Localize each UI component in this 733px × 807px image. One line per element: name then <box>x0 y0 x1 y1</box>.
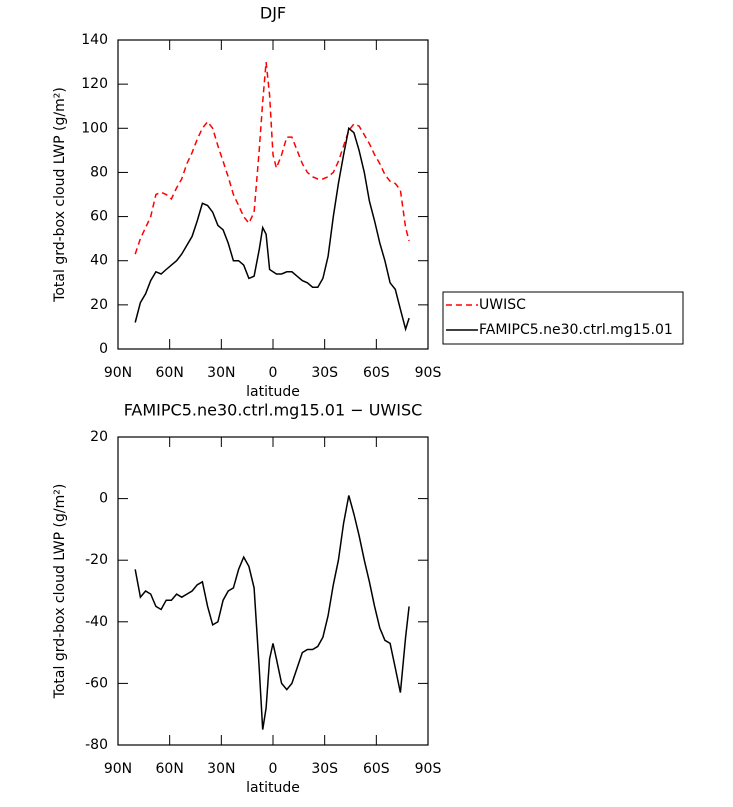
y-tick-label: 20 <box>90 297 108 313</box>
y-tick-label: -60 <box>85 675 108 691</box>
plot-frame <box>117 436 429 746</box>
plot-frame <box>117 39 429 350</box>
series-line <box>134 62 410 255</box>
y-axis-label: Total grd-box cloud LWP (g/m²) <box>52 87 68 303</box>
legend-box <box>442 291 684 345</box>
x-tick-label: 0 <box>269 365 278 381</box>
y-tick-label: -80 <box>85 737 108 753</box>
x-tick-label: 90S <box>415 365 442 381</box>
x-tick-label: 60N <box>156 365 184 381</box>
y-tick-label: 20 <box>90 429 108 445</box>
y-tick-label: 140 <box>81 32 108 48</box>
series-line <box>134 495 410 730</box>
x-tick-label: 0 <box>269 761 278 777</box>
x-tick-label: 90S <box>415 761 442 777</box>
x-tick-label: 30N <box>207 365 235 381</box>
legend-label: UWISC <box>479 297 526 313</box>
y-tick-label: 0 <box>99 491 108 507</box>
series-line <box>134 126 410 332</box>
x-tick-label: 30S <box>311 761 338 777</box>
x-tick-label: 30N <box>207 761 235 777</box>
chart-title: DJF <box>260 4 286 23</box>
x-axis-label: latitude <box>246 780 300 796</box>
y-axis-label: Total grd-box cloud LWP (g/m²) <box>52 484 68 700</box>
x-axis-label: latitude <box>246 384 300 400</box>
y-tick-label: 0 <box>99 341 108 357</box>
x-tick-label: 60S <box>363 761 390 777</box>
y-tick-label: -40 <box>85 614 108 630</box>
x-tick-label: 60S <box>363 365 390 381</box>
x-tick-label: 30S <box>311 365 338 381</box>
x-tick-label: 90N <box>104 365 132 381</box>
x-tick-label: 90N <box>104 761 132 777</box>
x-tick-label: 60N <box>156 761 184 777</box>
chart-title: FAMIPC5.ne30.ctrl.mg15.01 − UWISC <box>124 401 423 420</box>
legend-label: FAMIPC5.ne30.ctrl.mg15.01 <box>479 322 673 338</box>
y-tick-label: 120 <box>81 76 108 92</box>
y-tick-label: 60 <box>90 209 108 225</box>
y-tick-label: 40 <box>90 253 108 269</box>
y-tick-label: 80 <box>90 164 108 180</box>
y-tick-label: -20 <box>85 552 108 568</box>
y-tick-label: 100 <box>81 120 108 136</box>
